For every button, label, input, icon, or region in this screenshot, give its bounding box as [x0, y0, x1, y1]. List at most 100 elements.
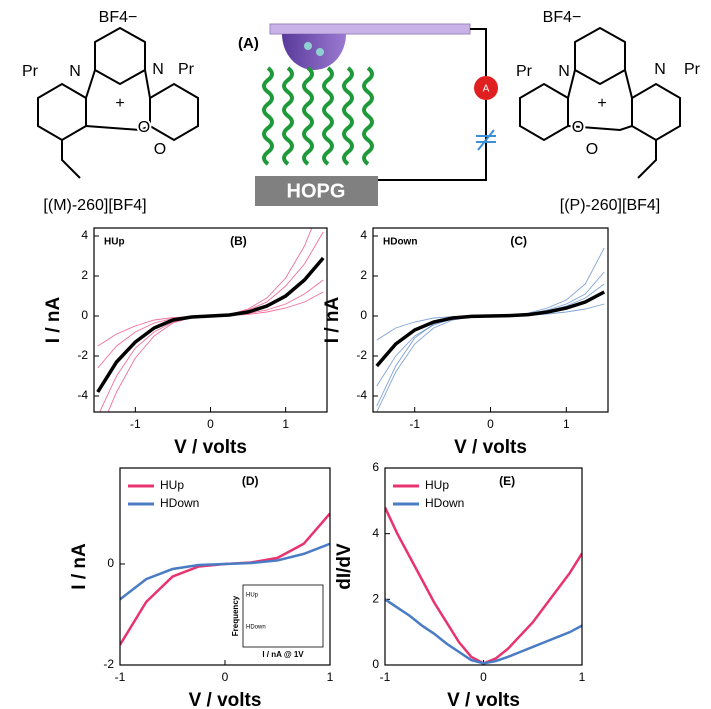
- x-axis-label: V / volts: [454, 437, 527, 458]
- panel-label: (B): [230, 234, 247, 248]
- y-axis-label: dI/dV: [334, 543, 355, 590]
- annotation: HDown: [383, 237, 417, 248]
- spin: [304, 42, 312, 50]
- legend-label: HUp: [160, 478, 184, 492]
- plot-frame: [119, 467, 331, 666]
- molecule-left: [37, 26, 199, 179]
- atom-label: Pr: [684, 61, 701, 78]
- y-tick-label: 0: [360, 308, 367, 322]
- atom-label: +: [115, 95, 124, 112]
- x-axis-label: V / volts: [189, 690, 262, 709]
- y-tick-label: -4: [77, 388, 88, 402]
- plot-area: [96, 228, 325, 412]
- series-line: [375, 290, 606, 368]
- atom-label: Pr: [516, 63, 533, 80]
- wire: [378, 28, 487, 181]
- legend-label: HDown: [425, 496, 464, 510]
- x-tick-label: 0: [487, 417, 494, 431]
- panel-label: (E): [499, 474, 515, 488]
- source: [476, 129, 496, 151]
- atom-label: N: [69, 63, 81, 80]
- y-tick-label: 0: [372, 657, 379, 671]
- atom-label: BF4−: [99, 9, 138, 26]
- y-tick-label: -4: [356, 388, 367, 402]
- panel-label: (D): [242, 474, 259, 488]
- y-tick-label: 4: [81, 228, 88, 242]
- series-line: [97, 291, 324, 347]
- series-line: [107, 228, 313, 412]
- cantilever: [269, 23, 471, 35]
- x-axis-label: V / volts: [447, 690, 520, 709]
- spin: [316, 48, 324, 56]
- y-tick-label: 6: [372, 460, 379, 474]
- y-axis-label: I / nA: [43, 297, 64, 344]
- ammeter-circle: [474, 76, 498, 100]
- molecule-caption: [(P)-260][BF4]: [560, 197, 660, 214]
- molecule-right: [519, 26, 681, 179]
- x-tick-label: 0: [480, 670, 487, 684]
- series-line: [96, 256, 325, 393]
- annotation: HUp: [104, 237, 125, 248]
- y-tick-label: -2: [77, 348, 88, 362]
- series-line: [120, 542, 330, 601]
- legend-label: HDown: [160, 496, 199, 510]
- plot-frame: [384, 467, 583, 666]
- x-tick-label: 0: [207, 417, 214, 431]
- inset-label: HUp: [246, 593, 259, 599]
- y-tick-label: -2: [356, 348, 367, 362]
- panel-a-diagram: [255, 23, 498, 206]
- y-tick-label: 2: [360, 268, 367, 282]
- y-tick-label: 4: [360, 228, 367, 242]
- electrode: [255, 176, 378, 206]
- x-tick-label: -1: [130, 417, 141, 431]
- series-line: [385, 598, 582, 665]
- electrode-label: HOPG: [287, 180, 346, 202]
- atom-label: Pr: [178, 61, 195, 78]
- atom-label: N: [152, 61, 164, 78]
- panel-label: (C): [510, 234, 527, 248]
- x-tick-label: 1: [282, 417, 289, 431]
- atom-label: O: [154, 141, 166, 158]
- atom-label: N: [654, 61, 666, 78]
- ammeter-label: A: [483, 84, 490, 95]
- atom-label: O: [138, 119, 150, 136]
- plot-area: [120, 512, 330, 646]
- plot-frame: [93, 227, 328, 413]
- atom-label: O: [586, 141, 598, 158]
- atom-label: BF4−: [543, 9, 582, 26]
- x-tick-label: -1: [115, 670, 126, 684]
- series-line: [376, 271, 605, 387]
- atom-label: O: [572, 119, 584, 136]
- molecule-caption: [(M)-260][BF4]: [43, 197, 146, 214]
- x-tick-label: -1: [409, 417, 420, 431]
- plot-area: [375, 247, 606, 412]
- y-tick-label: 2: [372, 592, 379, 606]
- y-axis-label: I / nA: [69, 543, 90, 590]
- inset-y-label: Frequency: [231, 595, 240, 636]
- x-tick-label: 0: [222, 670, 229, 684]
- plot-area: [385, 506, 582, 665]
- atom-label: N: [558, 63, 570, 80]
- y-tick-label: 0: [81, 308, 88, 322]
- legend-label: HUp: [425, 478, 449, 492]
- molecular-layer: [262, 66, 374, 166]
- tip: [282, 34, 346, 70]
- series-line: [376, 247, 605, 412]
- plot-frame: [372, 227, 609, 413]
- x-tick-label: -1: [380, 670, 391, 684]
- inset-x-label: I / nA @ 1V: [262, 650, 304, 659]
- inset-frame: [242, 584, 324, 648]
- y-axis-label: I / nA: [322, 297, 343, 344]
- x-tick-label: 1: [579, 670, 586, 684]
- y-tick-label: -2: [103, 657, 114, 671]
- atom-label: +: [597, 95, 606, 112]
- y-tick-label: 2: [81, 268, 88, 282]
- y-tick-label: 4: [372, 526, 379, 540]
- atom-label: Pr: [22, 63, 39, 80]
- y-tick-label: 0: [107, 556, 114, 570]
- inset-label: HDown: [246, 625, 266, 631]
- series-line: [99, 231, 324, 412]
- x-axis-label: V / volts: [174, 437, 247, 458]
- x-tick-label: 1: [563, 417, 570, 431]
